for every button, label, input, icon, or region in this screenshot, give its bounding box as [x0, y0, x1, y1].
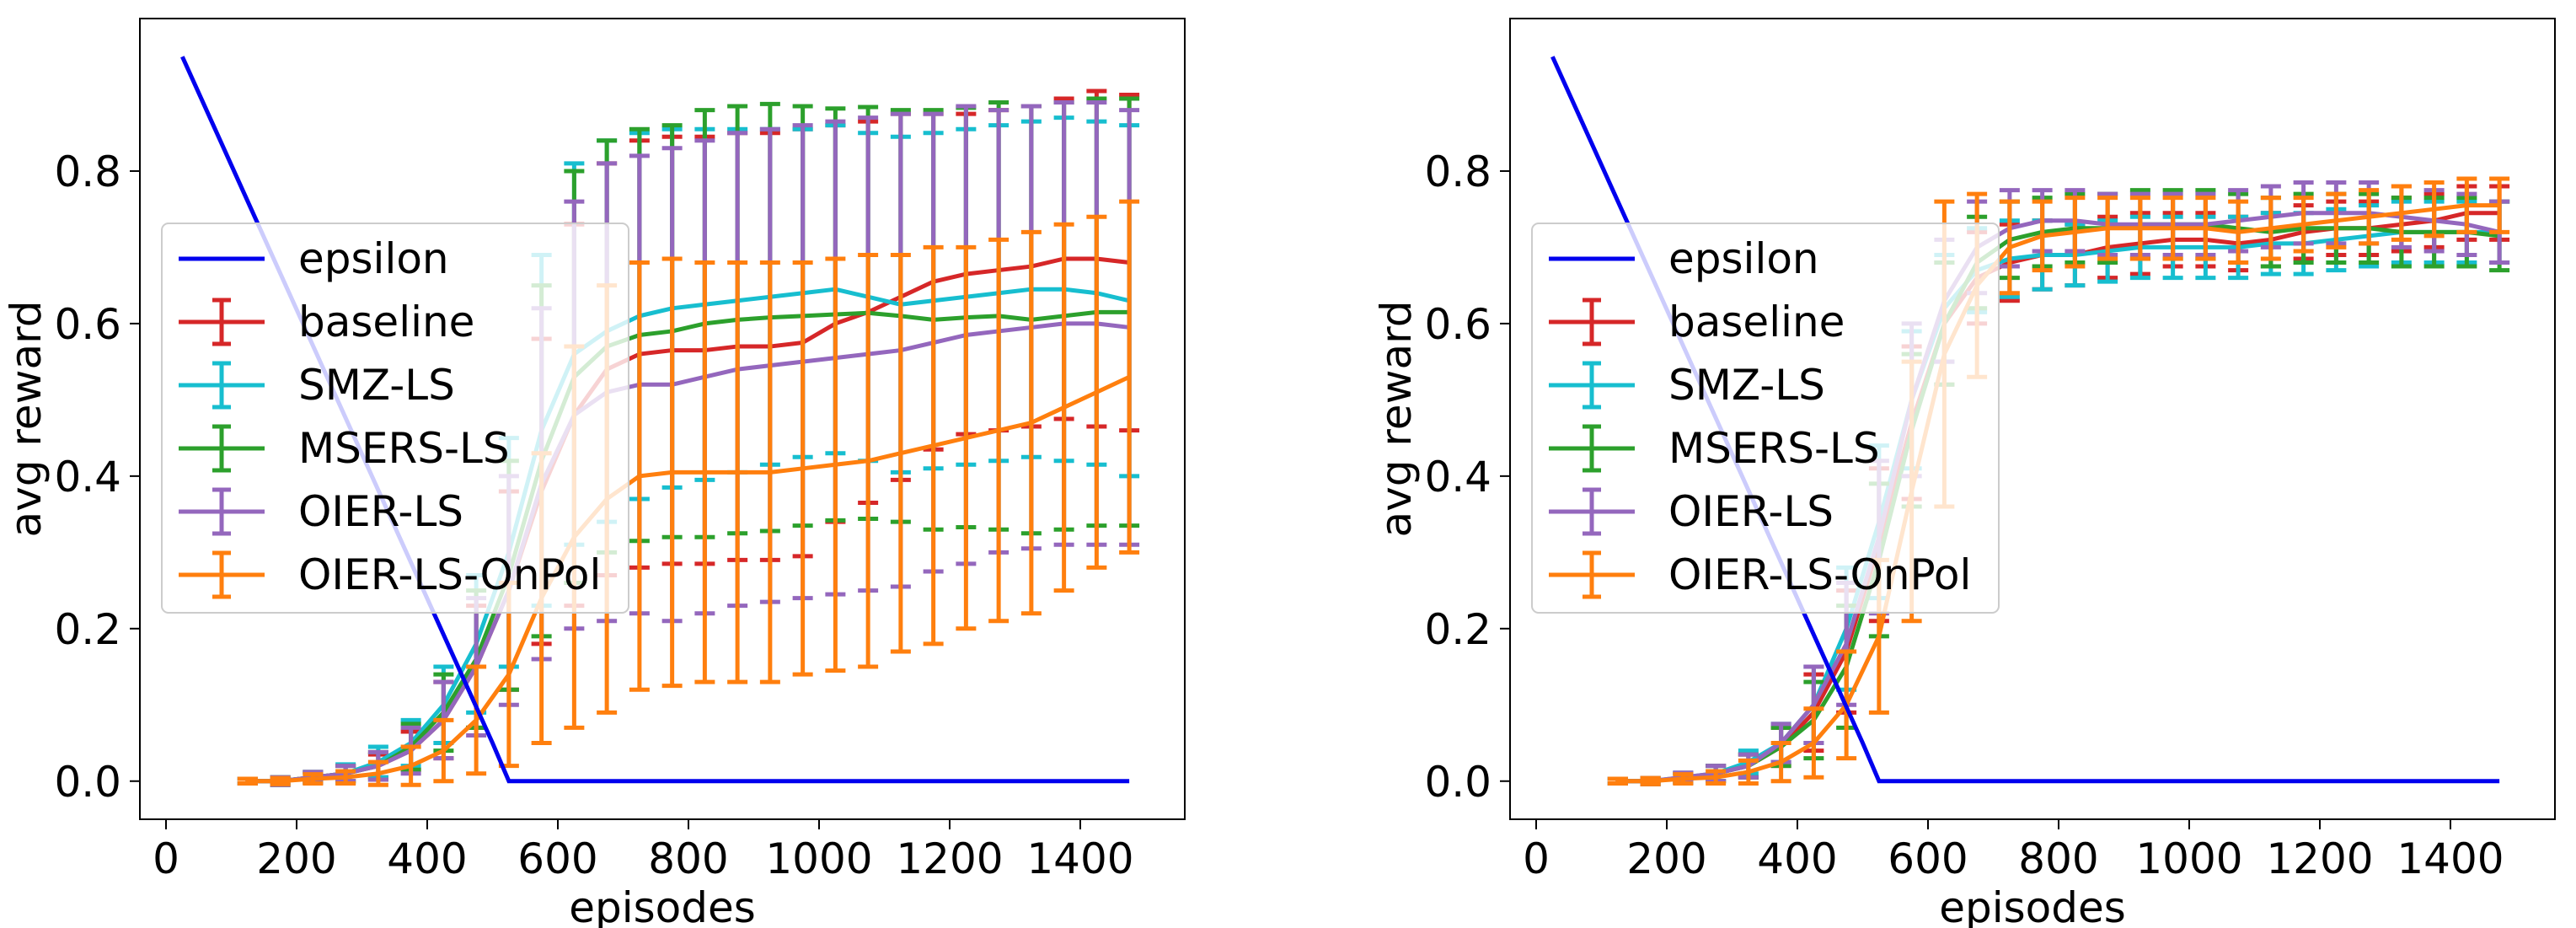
chart1-legend-label-baseline: baseline — [298, 298, 474, 346]
chart1-x-tick-label: 1000 — [765, 834, 872, 883]
chart2-oier-ls-onpol-line — [1617, 203, 2500, 784]
chart1-x-tick-label: 1200 — [896, 834, 1003, 883]
chart2-y-tick-label: 0.6 — [1424, 300, 1492, 349]
chart2-x-tick-label: 600 — [1888, 834, 1968, 883]
chart1-x-tick-label: 1400 — [1026, 834, 1133, 883]
chart1-oier-ls-line — [247, 321, 1130, 784]
chart2-legend: epsilon baseline SMZ-LS MSERS-LS OIER-LS OIER… — [1531, 223, 2000, 614]
chart1-x-axis-label: episodes — [569, 883, 756, 928]
chart1-x-tick-label: 600 — [517, 834, 597, 883]
chart2-y-tick-label: 0.4 — [1424, 453, 1492, 502]
chart2-x-tick-label: 400 — [1757, 834, 1837, 883]
chart2-legend-label-oier-ls: OIER-LS — [1668, 487, 1834, 536]
chart1-legend: epsilon baseline SMZ-LS MSERS-LS OIER-LS OIER… — [161, 223, 629, 614]
chart1-legend-label-smz-ls: SMZ-LS — [298, 361, 455, 410]
chart1-x-tick-label: 200 — [256, 834, 336, 883]
left-chart-panel: 0 200 400 600 800 1000 1200 1400 0.0 0.2 0.4 0.6 0.8… — [2, 18, 1186, 928]
chart1-legend-label-epsilon: epsilon — [298, 234, 449, 283]
chart2-axes-frame — [1509, 18, 2556, 820]
chart2-y-tick-label: 0.2 — [1424, 605, 1492, 654]
chart2-legend-label-msers-ls: MSERS-LS — [1668, 424, 1880, 473]
chart1-x-tick-label: 400 — [387, 834, 467, 883]
right-chart-panel: 0 200 400 600 800 1000 1200 1400 0.0 0.2 0.4 0.6 0.8… — [1372, 18, 2556, 928]
chart2-y-axis-label: avg reward — [1372, 300, 1421, 537]
chart2-legend-label-epsilon: epsilon — [1668, 234, 1819, 283]
chart2-legend-label-smz-ls: SMZ-LS — [1668, 361, 1825, 410]
chart1-oier-ls-onpol-line — [247, 374, 1131, 784]
chart1-axes-frame — [139, 18, 1186, 820]
chart1-smz-ls-line — [247, 287, 1130, 784]
chart1-y-tick-label: 0.0 — [54, 758, 121, 807]
chart1-oier-ls-onpol-series — [237, 199, 1140, 787]
chart1-legend-label-msers-ls: MSERS-LS — [298, 424, 510, 473]
chart1-y-tick-label: 0.8 — [54, 148, 121, 196]
chart2-x-tick-label: 1200 — [2266, 834, 2373, 883]
chart2-x-tick-label: 800 — [2018, 834, 2098, 883]
chart2-legend-box — [1531, 223, 2000, 614]
chart2-y-tick-label: 0.8 — [1424, 148, 1492, 196]
chart2-x-tick-label: 1000 — [2135, 834, 2242, 883]
chart2-y-tick-label: 0.0 — [1424, 758, 1492, 807]
chart2-x-tick-label: 0 — [1523, 834, 1550, 883]
chart2-x-tick-label: 200 — [1626, 834, 1706, 883]
chart2-oier-ls-line — [1617, 211, 2500, 784]
chart2-x-tick-label: 1400 — [2397, 834, 2504, 883]
chart2-legend-label-baseline: baseline — [1668, 298, 1845, 346]
chart2-legend-label-oier-ls-onpol: OIER-LS-OnPol — [1668, 550, 1971, 599]
chart1-x-tick-label: 0 — [153, 834, 179, 883]
chart1-legend-box — [161, 223, 629, 614]
chart1-y-tick-label: 0.4 — [54, 453, 121, 502]
chart1-x-tick-label: 800 — [648, 834, 728, 883]
chart1-y-tick-label: 0.6 — [54, 300, 121, 349]
chart1-y-tick-label: 0.2 — [54, 605, 121, 654]
chart2-x-axis-label: episodes — [1939, 883, 2126, 928]
chart1-y-axis-label: avg reward — [2, 300, 51, 537]
chart1-legend-label-oier-ls: OIER-LS — [298, 487, 463, 536]
chart1-legend-label-oier-ls-onpol: OIER-LS-OnPol — [298, 550, 601, 599]
